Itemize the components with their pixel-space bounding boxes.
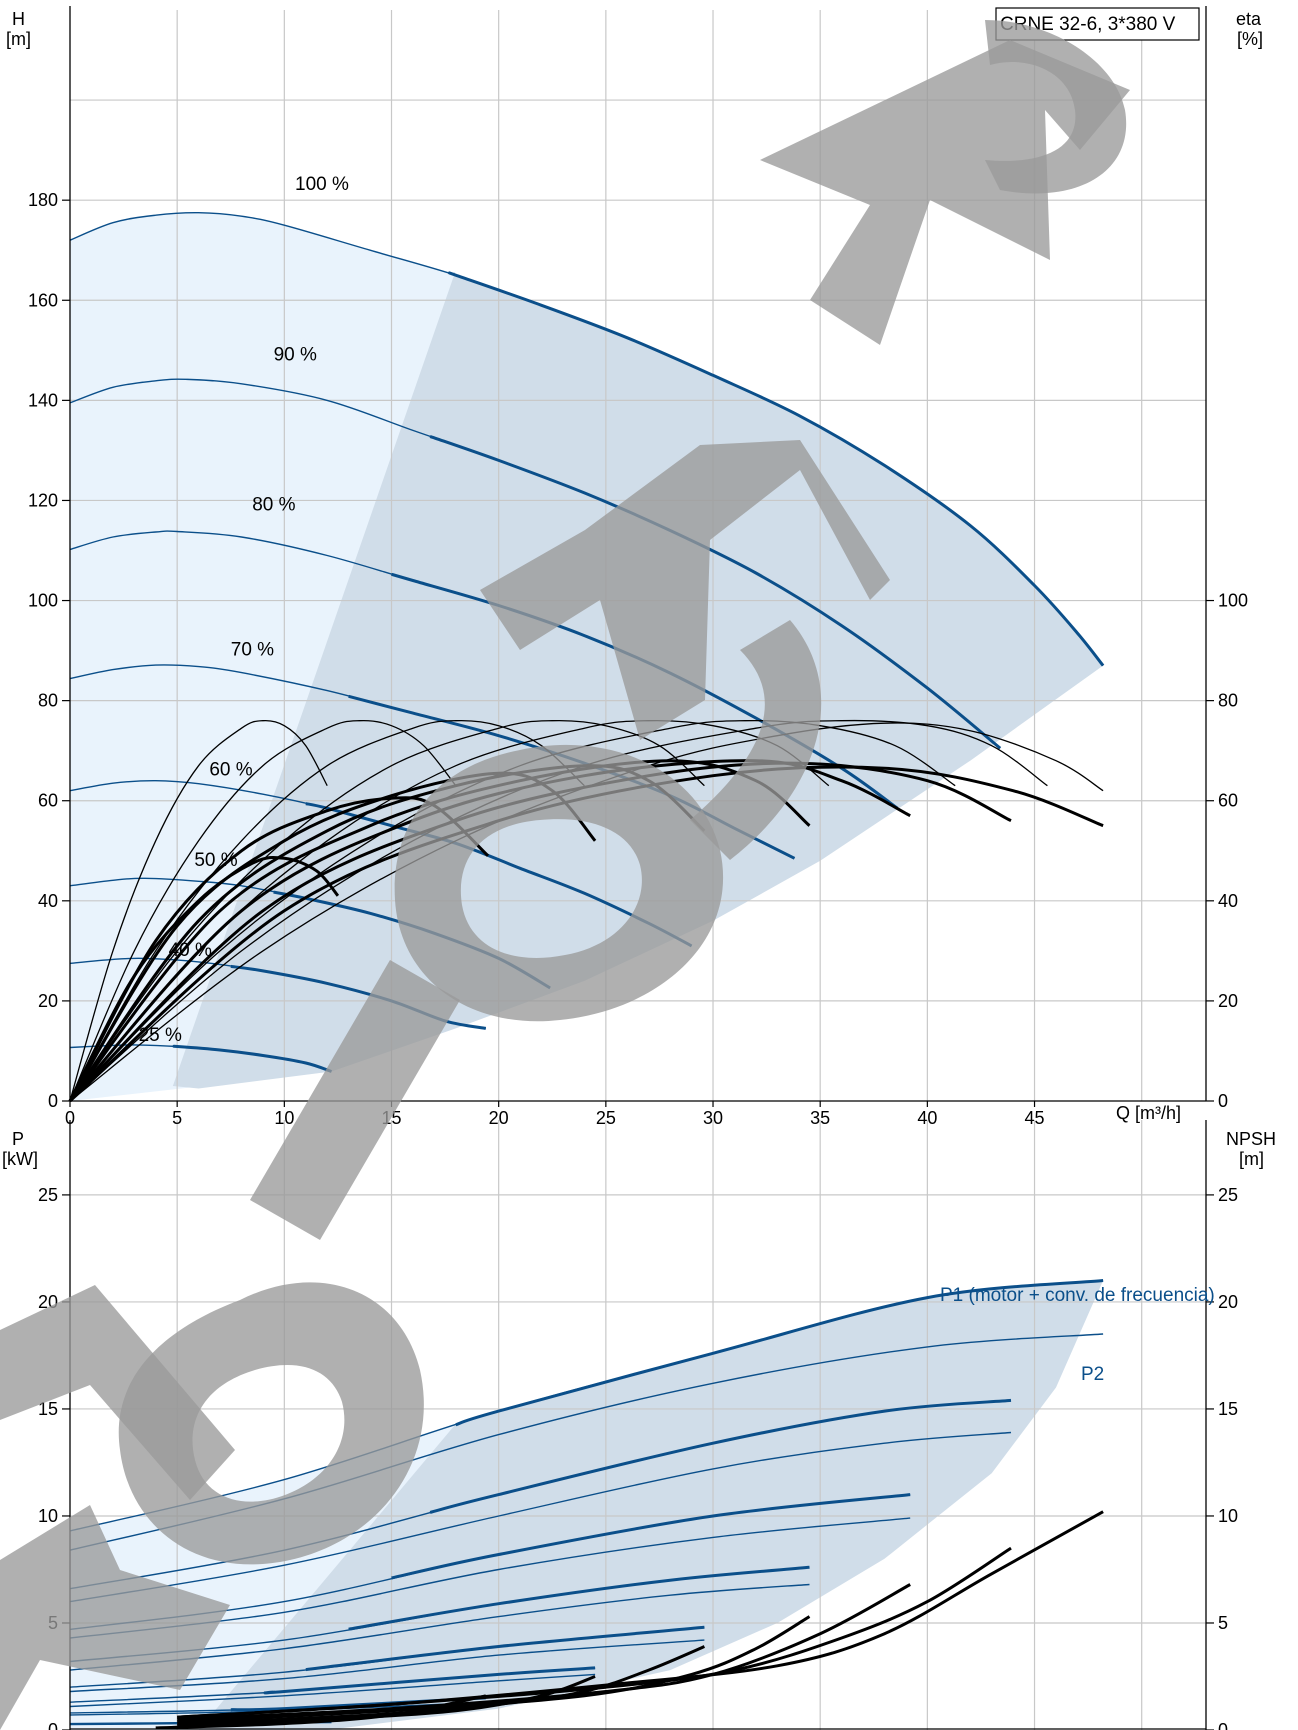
npsh-curve [177,1546,1012,1719]
y-axis-label-power: P [12,1129,24,1149]
head-curve-operating [172,1044,332,1073]
y-tick-label: 100 [28,591,58,611]
x-tick-label: 0 [65,1108,75,1128]
npsh-tick-label: 25 [1218,1185,1238,1205]
y-tick-label: 20 [38,991,58,1011]
power-tick-label: 0 [48,1720,58,1730]
p2-series-label: P2 [1081,1364,1104,1385]
speed-label: 60 % [209,760,252,781]
y-axis-label-head: H [12,9,25,29]
x-tick-label: 5 [172,1108,182,1128]
y-tick-label: 140 [28,390,58,410]
efficiency-curve [69,719,705,1102]
y-tick-label: 160 [28,290,58,310]
chart-title: CRNE 32-6, 3*380 V [1000,14,1176,35]
p2-power-curve [69,1673,596,1708]
npsh-tick-label: 0 [1218,1720,1228,1730]
speed-label: 70 % [231,640,274,661]
npsh-curve [177,1675,596,1728]
y2-tick-label: 80 [1218,691,1238,711]
y-tick-label: 0 [48,1091,58,1111]
p1-power-curve-operating [305,1625,705,1672]
p2-power-curve [69,1583,810,1671]
y2-tick-label: 40 [1218,891,1238,911]
y-tick-label: 180 [28,190,58,210]
p1-power-curve-operating [429,1398,1012,1514]
x-tick-label: 45 [1025,1108,1045,1128]
y2-axis-label-npsh: NPSH [1226,1129,1276,1149]
x-tick-label: 10 [274,1108,294,1128]
y2-axis-unit-npsh: [m] [1239,1149,1264,1169]
power-tick-label: 25 [38,1185,58,1205]
efficiency-curve [69,722,1104,1102]
y2-tick-label: 100 [1218,591,1248,611]
efficiency-curve [69,719,1048,1102]
y-axis-unit-power: [kW] [2,1149,38,1169]
y2-tick-label: 0 [1218,1091,1228,1111]
p2-power-curve [69,1431,1012,1603]
speed-label: 25 % [139,1025,182,1046]
speed-label: 40 % [169,940,212,961]
x-tick-label: 35 [810,1108,830,1128]
efficiency-curve [69,719,585,1102]
p1-power-curve-operating [348,1565,810,1631]
x-tick-label: 30 [703,1108,723,1128]
speed-label: 80 % [252,494,295,515]
y-tick-label: 80 [38,691,58,711]
npsh-tick-label: 5 [1218,1613,1228,1633]
power-range-band [70,1280,1104,1730]
npsh-curve [177,1615,811,1723]
x-tick-label: 20 [489,1108,509,1128]
y-tick-label: 120 [28,490,58,510]
npsh-tick-label: 10 [1218,1506,1238,1526]
speed-label: 50 % [194,850,237,871]
dark-power-area [198,1280,1104,1730]
y2-axis-label-eta: eta [1236,9,1262,29]
x-tick-label: 40 [917,1108,937,1128]
power-tick-label: 15 [38,1399,58,1419]
power-tick-label: 10 [38,1506,58,1526]
npsh-curve [155,1694,487,1730]
y-tick-label: 60 [38,791,58,811]
p1-power-curve-operating [263,1666,596,1695]
watermark-logo [0,20,1130,1730]
y2-tick-label: 20 [1218,991,1238,1011]
p1-power-curve-operating [455,1279,1104,1427]
efficiency-curve [69,719,457,1102]
power-chart-grid [70,1120,1206,1730]
npsh-tick-label: 20 [1218,1292,1238,1312]
npsh-tick-label: 15 [1218,1399,1238,1419]
p1-series-label: P1 (motor + conv. de frecuencia) [940,1285,1215,1306]
head-curve-operating [429,434,1002,750]
y2-axis-unit-eta: [%] [1237,29,1263,49]
speed-label: 90 % [274,344,317,365]
speed-label: 100 % [295,174,349,195]
x-tick-label: 25 [596,1108,616,1128]
y2-tick-label: 60 [1218,791,1238,811]
efficiency-curve [69,719,328,1102]
head-curve-operating [448,271,1105,667]
x-axis-label: Q [m³/h] [1116,1103,1181,1123]
y-tick-label: 40 [38,891,58,911]
y-axis-unit-head: [m] [6,29,31,49]
p1-power-curve-operating [391,1493,911,1580]
